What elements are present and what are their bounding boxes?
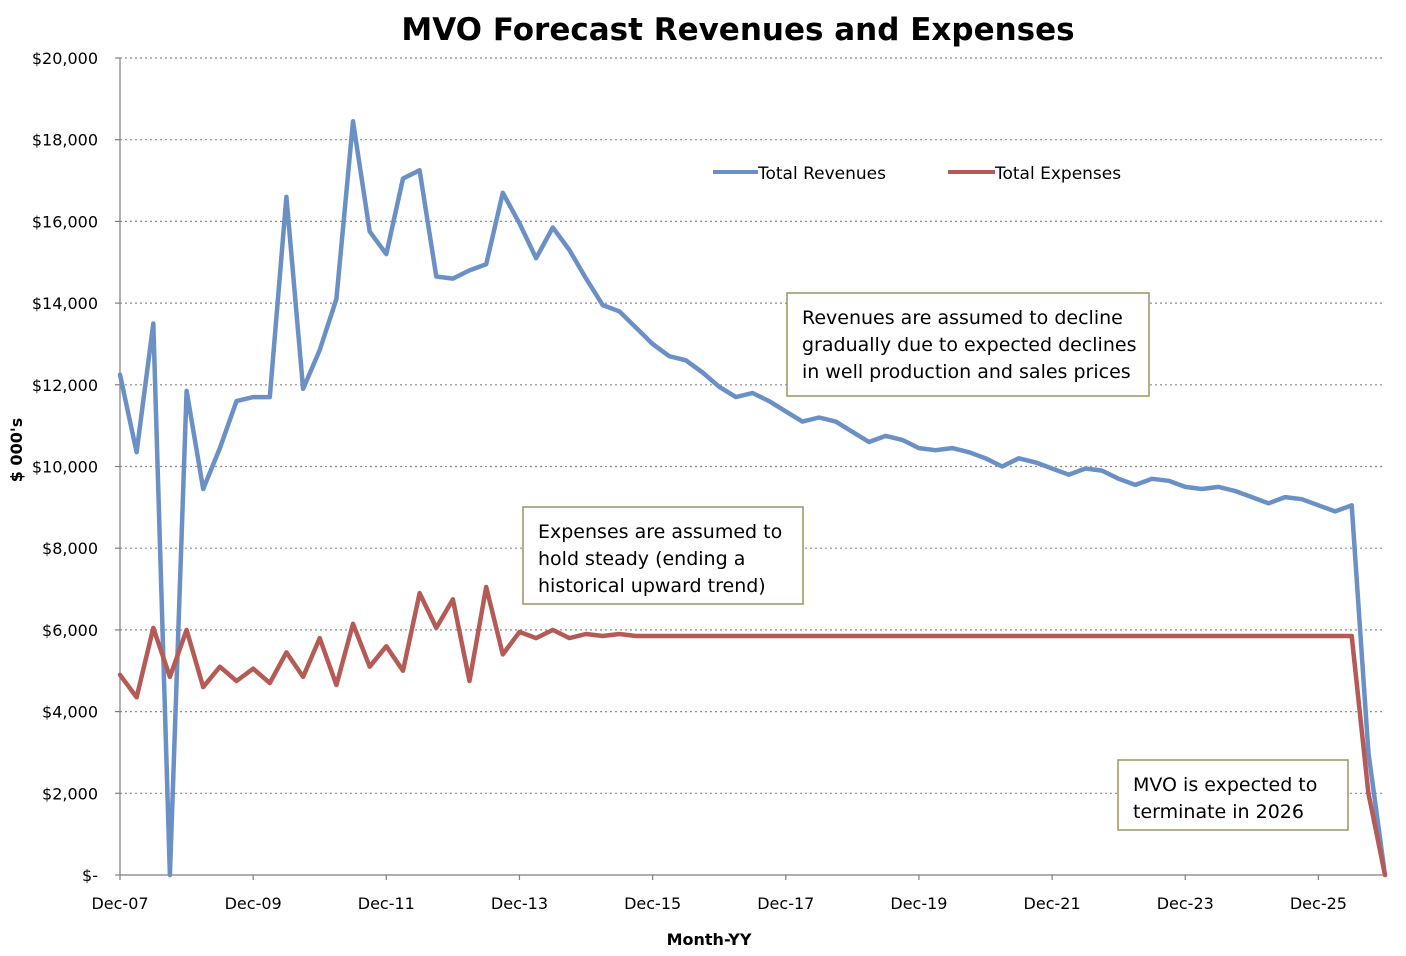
x-tick-label: Dec-21 bbox=[1024, 894, 1081, 913]
legend: Total Revenues Total Expenses bbox=[713, 164, 1121, 184]
annotation-revenues-box bbox=[786, 292, 1150, 397]
y-tick-label: $14,000 bbox=[32, 294, 98, 313]
y-tick-label: $6,000 bbox=[42, 621, 98, 640]
x-axis-title: Month-YY bbox=[667, 930, 752, 949]
annotation-revenues-line-2: gradually due to expected declines bbox=[802, 334, 1136, 356]
x-tick-label: Dec-09 bbox=[225, 894, 282, 913]
series-line-total-revenues bbox=[117, 119, 1388, 878]
annotation-terminate: MVO is expected to terminate in 2026 bbox=[1117, 759, 1349, 831]
x-tick-label: Dec-19 bbox=[890, 894, 947, 913]
annotation-terminate-line-2: terminate in 2026 bbox=[1133, 801, 1304, 823]
annotation-terminate-line-1: MVO is expected to bbox=[1133, 774, 1317, 796]
grid bbox=[120, 57, 1385, 794]
x-tick-label: Dec-07 bbox=[91, 894, 148, 913]
y-tick-label: $10,000 bbox=[32, 458, 98, 477]
x-tick-label: Dec-23 bbox=[1157, 894, 1214, 913]
x-tick-label: Dec-13 bbox=[491, 894, 548, 913]
annotation-revenues-line-3: in well production and sales prices bbox=[802, 361, 1131, 383]
y-tick-label: $4,000 bbox=[42, 703, 98, 722]
y-tick-label: $18,000 bbox=[32, 131, 98, 150]
legend-label-expenses: Total Expenses bbox=[994, 164, 1121, 184]
x-tick-label: Dec-15 bbox=[624, 894, 681, 913]
y-axis-title: $ 000's bbox=[7, 418, 26, 483]
x-tick-labels: Dec-07 Dec-09 Dec-11 Dec-13 Dec-15 Dec-17 Dec-… bbox=[91, 875, 1347, 913]
annotation-revenues-line-1: Revenues are assumed to decline bbox=[802, 307, 1123, 329]
x-tick-label: Dec-25 bbox=[1290, 894, 1347, 913]
annotation-expenses: Expenses are assumed to hold steady (end… bbox=[522, 506, 804, 605]
annotation-expenses-line-2: hold steady (ending a bbox=[538, 548, 745, 570]
annotation-terminate-box bbox=[1117, 759, 1349, 831]
x-tick-label: Dec-17 bbox=[757, 894, 814, 913]
y-tick-label: $12,000 bbox=[32, 376, 98, 395]
y-tick-label: $2,000 bbox=[42, 784, 98, 803]
y-tick-label: $20,000 bbox=[32, 49, 98, 68]
series bbox=[117, 119, 1388, 878]
y-tick-label: $16,000 bbox=[32, 212, 98, 231]
y-tick-label: $- bbox=[82, 866, 98, 885]
annotation-revenues: Revenues are assumed to decline graduall… bbox=[786, 292, 1150, 397]
y-tick-labels: $- $2,000 $4,000 $6,000 $8,000 $10,000 $12,000… bbox=[32, 49, 120, 885]
chart-title: MVO Forecast Revenues and Expenses bbox=[401, 12, 1074, 48]
annotation-expenses-line-1: Expenses are assumed to bbox=[538, 521, 782, 543]
annotation-expenses-box bbox=[522, 506, 804, 605]
series-line-total-expenses bbox=[117, 584, 1388, 878]
legend-label-revenues: Total Revenues bbox=[757, 164, 886, 184]
x-tick-label: Dec-11 bbox=[358, 894, 415, 913]
y-tick-label: $8,000 bbox=[42, 539, 98, 558]
annotation-expenses-line-3: historical upward trend) bbox=[538, 575, 766, 597]
